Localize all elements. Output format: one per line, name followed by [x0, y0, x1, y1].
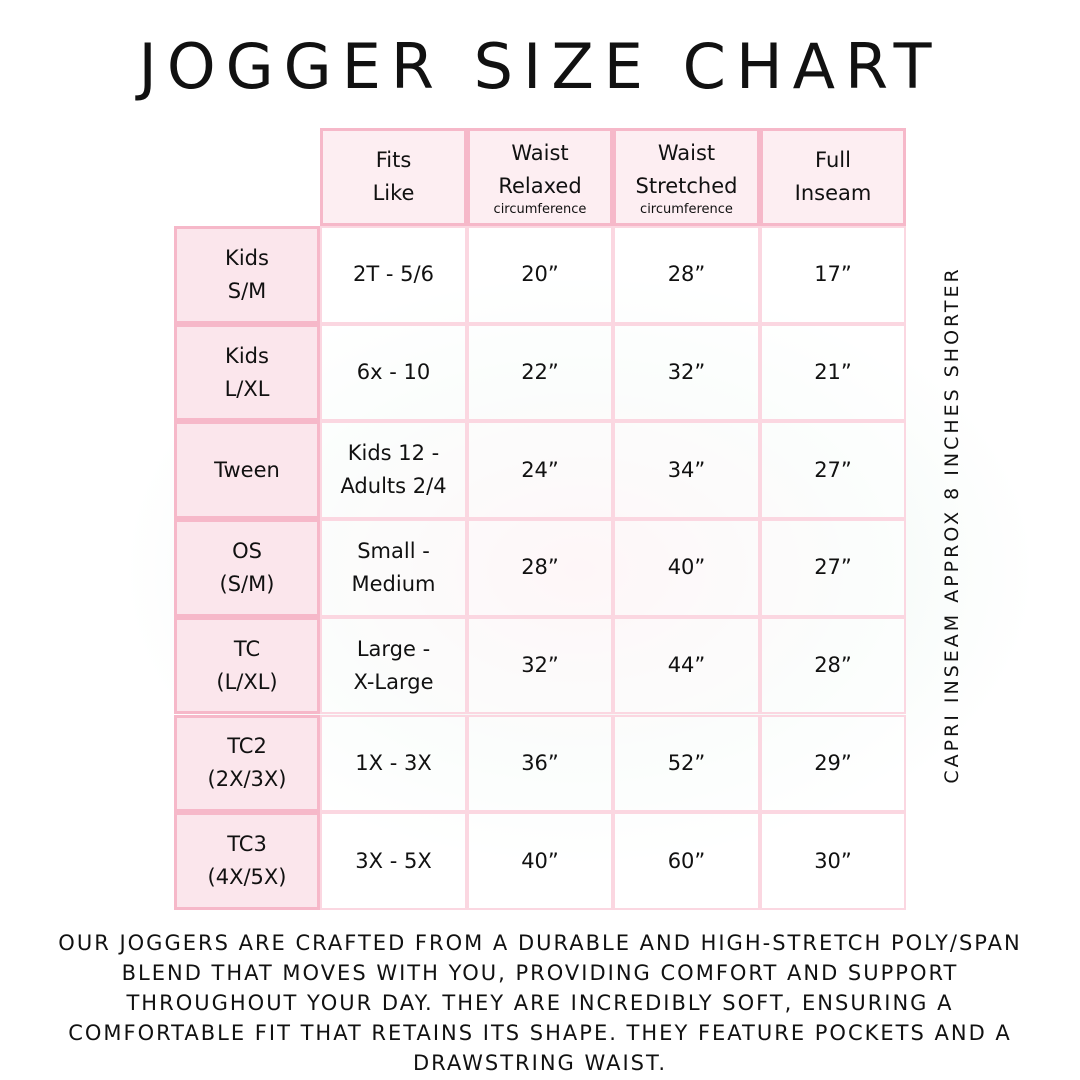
cell-text: TC2: [227, 734, 267, 759]
cell-waist-relaxed: 22”: [467, 323, 613, 422]
cell-text: TC3: [227, 832, 267, 857]
cell-text: L/XL: [224, 376, 270, 401]
cell-waist-relaxed: 28”: [467, 519, 613, 617]
cell-text: 22”: [521, 360, 559, 385]
row-header-size: TC3 (4X/5X): [174, 812, 320, 910]
cell-text: 28”: [521, 555, 559, 580]
cell-text: 34”: [667, 457, 706, 482]
row-header-size: TC (L/XL): [174, 616, 320, 715]
cell-text: 29”: [814, 750, 852, 775]
cell-full-inseam: 27”: [760, 421, 906, 520]
column-header: Waist Relaxed circumference: [467, 128, 613, 226]
cell-text: 27”: [814, 555, 852, 580]
cell-full-inseam: 21”: [760, 323, 906, 422]
cell-text: circumference: [493, 202, 587, 217]
cell-text: Small -: [357, 538, 430, 563]
cell-text: 44”: [667, 653, 706, 678]
cell-text: 40”: [667, 555, 706, 580]
cell-waist-stretched: 52”: [613, 714, 760, 813]
cell-text: X-Large: [353, 669, 434, 694]
cell-full-inseam: 29”: [760, 714, 906, 813]
cell-text: 17”: [814, 262, 852, 287]
cell-text: Like: [372, 181, 415, 205]
column-header: Waist Stretched circumference: [613, 128, 760, 226]
cell-fits-like: Kids 12 - Adults 2/4: [320, 421, 467, 520]
cell-text: 20”: [521, 262, 559, 287]
cell-waist-relaxed: 36”: [467, 714, 613, 813]
cell-text: TC: [233, 636, 261, 661]
cell-text: 3X - 5X: [355, 848, 432, 873]
row-header-size: OS (S/M): [174, 519, 320, 617]
cell-waist-stretched: 32”: [613, 323, 760, 422]
cell-text: Waist: [511, 141, 569, 165]
cell-waist-stretched: 28”: [613, 226, 760, 324]
cell-text: Relaxed: [498, 174, 582, 198]
cell-text: 6x - 10: [356, 360, 431, 385]
cell-text: 1X - 3X: [355, 750, 432, 775]
cell-text: 24”: [521, 457, 559, 482]
cell-text: Kids: [225, 245, 269, 270]
cell-waist-relaxed: 20”: [467, 226, 613, 324]
cell-fits-like: 6x - 10: [320, 323, 467, 422]
cell-text: Fits: [375, 148, 412, 172]
cell-waist-stretched: 40”: [613, 519, 760, 617]
page-title: JOGGER SIZE CHART: [138, 30, 942, 103]
cell-full-inseam: 28”: [760, 616, 906, 715]
cell-text: 52”: [667, 750, 706, 775]
cell-text: (4X/5X): [207, 865, 287, 890]
cell-text: (L/XL): [216, 669, 278, 694]
cell-text: 40”: [521, 848, 559, 873]
cell-text: Waist: [657, 141, 716, 165]
cell-text: Inseam: [794, 181, 872, 205]
column-header: Full Inseam: [760, 128, 906, 226]
cell-text: 27”: [814, 457, 852, 482]
cell-text: Large -: [356, 636, 431, 661]
cell-text: 2T - 5/6: [353, 262, 434, 287]
row-header-size: Kids L/XL: [174, 323, 320, 422]
cell-text: 28”: [667, 262, 706, 287]
cell-text: Tween: [214, 457, 280, 482]
cell-fits-like: 2T - 5/6: [320, 226, 467, 324]
cell-full-inseam: 17”: [760, 226, 906, 324]
row-header-size: TC2 (2X/3X): [174, 714, 320, 813]
cell-text: Adults 2/4: [340, 474, 447, 499]
cell-text: Medium: [351, 571, 436, 596]
cell-text: (S/M): [219, 571, 275, 596]
cell-text: 36”: [521, 750, 559, 775]
cell-waist-stretched: 44”: [613, 616, 760, 715]
cell-text: circumference: [640, 202, 733, 217]
cell-text: Kids: [225, 343, 269, 368]
cell-full-inseam: 27”: [760, 519, 906, 617]
cell-text: Stretched: [635, 174, 738, 198]
column-header: Fits Like: [320, 128, 467, 226]
cell-waist-relaxed: 24”: [467, 421, 613, 520]
cell-text: Full: [815, 148, 851, 172]
row-header-size: Kids S/M: [174, 226, 320, 324]
cell-fits-like: Small - Medium: [320, 519, 467, 617]
cell-fits-like: Large - X-Large: [320, 616, 467, 715]
cell-fits-like: 3X - 5X: [320, 812, 467, 910]
row-header-size: Tween: [174, 421, 320, 520]
cell-text: 28”: [814, 653, 852, 678]
cell-waist-stretched: 60”: [613, 812, 760, 910]
cell-full-inseam: 30”: [760, 812, 906, 910]
cell-fits-like: 1X - 3X: [320, 714, 467, 813]
cell-waist-relaxed: 40”: [467, 812, 613, 910]
cell-waist-stretched: 34”: [613, 421, 760, 520]
cell-text: 30”: [814, 848, 852, 873]
cell-text: S/M: [227, 278, 267, 303]
cell-text: OS: [232, 538, 262, 563]
cell-text: 32”: [521, 653, 559, 678]
cell-text: 21”: [814, 360, 852, 385]
cell-text: (2X/3X): [207, 767, 287, 792]
cell-waist-relaxed: 32”: [467, 616, 613, 715]
cell-text: 32”: [667, 360, 706, 385]
cell-text: Kids 12 -: [347, 441, 440, 466]
capri-note: CAPRI INSEAM APPROX 8 INCHES SHORTER: [941, 266, 963, 784]
description: Our joggers are crafted from a durable a…: [58, 931, 1022, 1075]
cell-text: 60”: [667, 848, 706, 873]
